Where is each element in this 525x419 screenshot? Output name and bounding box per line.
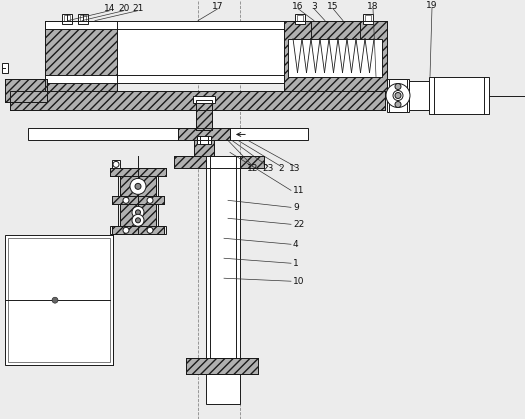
Text: 9: 9 [293,203,299,212]
Bar [186,358,258,374]
Bar [46,28,385,75]
Bar [178,129,230,140]
Bar [429,77,489,114]
Bar [295,14,305,23]
Bar [194,140,214,156]
Bar [5,78,47,103]
Circle shape [147,227,153,233]
Bar [10,91,385,111]
Text: 14: 14 [104,4,116,13]
Circle shape [393,91,403,101]
Text: 12: 12 [247,164,259,173]
Bar [365,15,371,21]
Bar [8,238,110,362]
Text: 22: 22 [293,220,304,229]
Circle shape [52,297,58,303]
Text: 15: 15 [327,2,339,11]
Circle shape [130,178,146,194]
Text: 4: 4 [293,240,299,249]
Circle shape [135,210,141,215]
Bar [45,75,385,83]
Circle shape [135,218,141,223]
Circle shape [135,184,141,189]
Bar [112,197,164,204]
Bar [112,226,164,234]
Bar [10,91,385,111]
Text: 3: 3 [311,2,317,11]
Bar [387,78,409,112]
Bar [178,129,230,140]
Bar [112,160,120,168]
Text: 13: 13 [289,164,301,173]
Bar [120,176,156,197]
Bar [64,15,70,21]
Bar [5,78,47,103]
Bar [110,168,166,176]
Text: 18: 18 [368,2,379,11]
Text: 21: 21 [132,4,144,13]
Text: 10: 10 [293,277,304,286]
Bar [186,358,258,374]
Bar [196,101,212,130]
Bar [110,168,166,176]
Bar [363,14,373,23]
Bar [196,101,212,130]
Bar [45,21,117,91]
Bar [62,14,72,23]
Bar [206,374,240,404]
Bar [193,96,215,103]
Bar [5,235,113,365]
Circle shape [395,83,401,90]
Text: 1: 1 [293,259,299,268]
Text: 19: 19 [426,1,438,10]
Bar [389,78,407,112]
Text: 2: 2 [278,164,284,173]
Text: 11: 11 [293,186,304,195]
Bar [110,168,166,176]
Circle shape [123,227,129,233]
Bar [120,176,156,197]
Bar [80,15,86,21]
Bar [288,39,382,77]
Bar [197,137,211,145]
Bar [228,129,308,140]
Bar [194,140,214,156]
Bar [110,226,166,234]
Text: 17: 17 [212,2,224,11]
Bar [206,156,240,361]
Circle shape [147,197,153,203]
Bar [45,21,117,91]
Bar [174,156,264,168]
Circle shape [123,197,129,203]
Circle shape [386,83,410,108]
Bar [10,91,385,111]
Circle shape [395,101,401,108]
Bar [28,129,206,140]
Bar [2,62,8,72]
Text: 23: 23 [262,164,274,173]
Bar [120,204,156,226]
Bar [186,358,258,374]
Text: 20: 20 [118,4,130,13]
Bar [45,21,385,28]
Circle shape [113,161,119,168]
Bar [112,197,164,204]
Bar [78,14,88,23]
Bar [118,176,158,197]
Circle shape [395,93,401,98]
Circle shape [132,206,144,218]
Bar [297,15,303,21]
Bar [112,226,164,234]
Bar [118,204,158,226]
Bar [174,156,264,168]
Text: 16: 16 [292,2,304,11]
Bar [284,21,387,91]
Bar [120,204,156,226]
Bar [5,78,47,103]
Bar [284,21,387,91]
Circle shape [132,214,144,226]
Bar [409,80,429,111]
Bar [194,140,214,156]
Bar [196,101,212,130]
